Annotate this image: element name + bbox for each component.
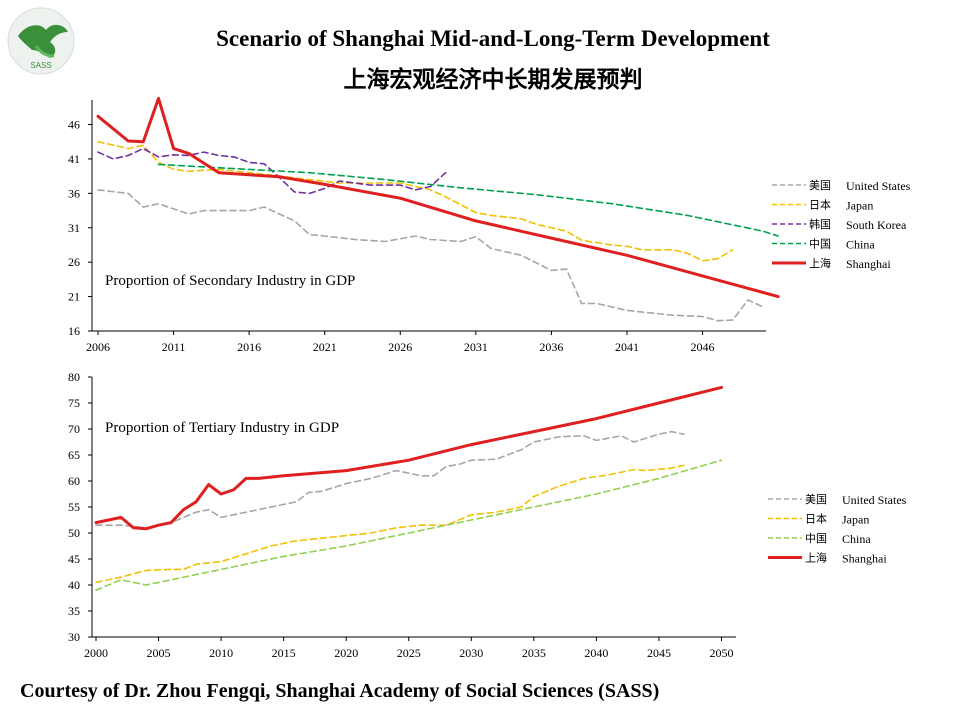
legend-label: Japan: [842, 513, 869, 527]
series-line-japan: [97, 140, 734, 262]
y-tick-label: 46: [68, 118, 80, 132]
series-line-japan: [95, 464, 685, 584]
x-tick-label: 2025: [397, 646, 421, 660]
x-tick-label: 2020: [334, 646, 358, 660]
series-line-china: [95, 459, 723, 591]
legend-label: China: [842, 532, 871, 546]
legend-label-chinese: 美国: [805, 493, 827, 506]
chart-annotation: Proportion of Tertiary Industry in GDP: [105, 420, 339, 436]
x-tick-label: 2026: [388, 340, 412, 354]
y-tick-label: 65: [68, 448, 80, 462]
y-tick-label: 31: [68, 221, 80, 235]
svg-text:SASS: SASS: [30, 61, 51, 70]
x-tick-label: 2005: [147, 646, 171, 660]
y-tick-label: 36: [68, 186, 80, 200]
legend-label: United States: [846, 179, 911, 193]
y-tick-label: 80: [68, 370, 80, 384]
y-tick-label: 26: [68, 255, 80, 269]
legend-label: Shanghai: [842, 552, 887, 566]
dove-icon: [18, 24, 68, 58]
tertiary-industry-chart: 30 35 40 45 50 55 60 65 70 75 80 2000 2005 2010 2015 20…: [68, 370, 907, 660]
y-tick-label: 75: [68, 396, 80, 410]
secondary-industry-chart: 16 21 26 31 36 41 46 2006 2011 2016 2021 2026 2031 20…: [68, 96, 911, 354]
y-tick-label: 55: [68, 500, 80, 514]
x-tick-label: 2045: [647, 646, 671, 660]
y-tick-label: 40: [68, 578, 80, 592]
series-line-united-states: [97, 189, 764, 322]
series-line-south-korea: [97, 147, 447, 195]
page-title: Scenario of Shanghai Mid-and-Long-Term D…: [216, 26, 770, 51]
legend-label-chinese: 日本: [805, 512, 827, 526]
legend-label-chinese: 中国: [809, 238, 831, 251]
x-tick-label: 2041: [615, 340, 639, 354]
legend-label-chinese: 日本: [809, 198, 831, 212]
legend-label: Shanghai: [846, 257, 891, 271]
y-tick-label: 16: [68, 324, 80, 338]
y-tick-label: 45: [68, 552, 80, 566]
x-tick-label: 2040: [584, 646, 608, 660]
x-tick-label: 2030: [459, 646, 483, 660]
legend-label: China: [846, 238, 875, 252]
y-tick-label: 70: [68, 422, 80, 436]
x-tick-label: 2021: [313, 340, 337, 354]
x-tick-label: 2036: [539, 340, 563, 354]
legend-label-chinese: 上海: [809, 256, 831, 270]
legend-label-chinese: 中国: [805, 532, 827, 545]
footer-credit: Courtesy of Dr. Zhou Fengqi, Shanghai Ac…: [20, 680, 660, 702]
y-tick-label: 21: [68, 290, 80, 304]
y-tick-label: 35: [68, 604, 80, 618]
x-tick-label: 2015: [272, 646, 296, 660]
x-tick-label: 2011: [162, 340, 186, 354]
x-tick-label: 2006: [86, 340, 110, 354]
y-tick-label: 30: [68, 630, 80, 644]
x-tick-label: 2031: [464, 340, 488, 354]
series-line-shanghai: [94, 385, 723, 531]
series-line-shanghai: [96, 96, 780, 299]
x-tick-label: 2046: [691, 340, 715, 354]
page-title-chinese: 上海宏观经济中长期发展预判: [343, 67, 643, 93]
legend-label: South Korea: [846, 218, 907, 232]
legend-label-chinese: 上海: [805, 551, 827, 565]
legend-label-chinese: 韩国: [809, 217, 831, 231]
x-tick-label: 2050: [709, 646, 733, 660]
x-tick-label: 2016: [237, 340, 261, 354]
legend-label-chinese: 美国: [809, 179, 831, 192]
y-tick-label: 50: [68, 526, 80, 540]
sass-logo: SASS: [7, 7, 75, 75]
y-tick-label: 41: [68, 152, 80, 166]
x-tick-label: 2035: [522, 646, 546, 660]
series-line-united-states: [95, 430, 685, 529]
chart-annotation: Proportion of Secondary Industry in GDP: [105, 273, 355, 289]
series-line-china: [157, 163, 779, 237]
legend-label: Japan: [846, 199, 873, 213]
x-tick-label: 2010: [209, 646, 233, 660]
x-tick-label: 2000: [84, 646, 108, 660]
legend-label: United States: [842, 493, 907, 507]
y-tick-label: 60: [68, 474, 80, 488]
